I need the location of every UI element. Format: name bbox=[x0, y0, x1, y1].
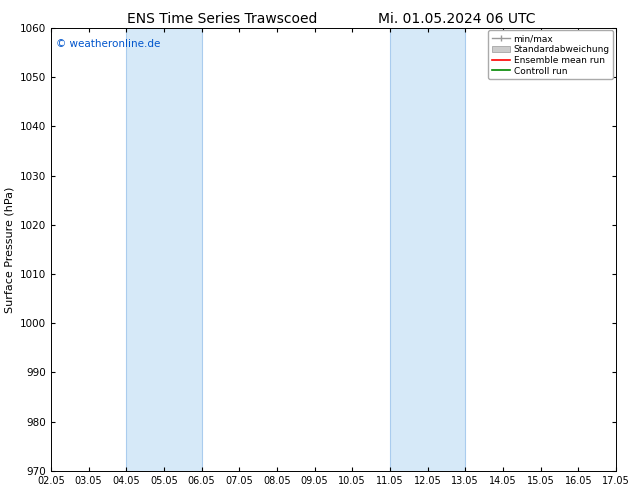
Y-axis label: Surface Pressure (hPa): Surface Pressure (hPa) bbox=[4, 186, 14, 313]
Bar bbox=[126, 28, 202, 471]
Text: © weatheronline.de: © weatheronline.de bbox=[56, 39, 161, 49]
Bar bbox=[390, 28, 465, 471]
Text: Mi. 01.05.2024 06 UTC: Mi. 01.05.2024 06 UTC bbox=[378, 12, 535, 26]
Legend: min/max, Standardabweichung, Ensemble mean run, Controll run: min/max, Standardabweichung, Ensemble me… bbox=[488, 30, 613, 79]
Text: ENS Time Series Trawscoed: ENS Time Series Trawscoed bbox=[127, 12, 317, 26]
